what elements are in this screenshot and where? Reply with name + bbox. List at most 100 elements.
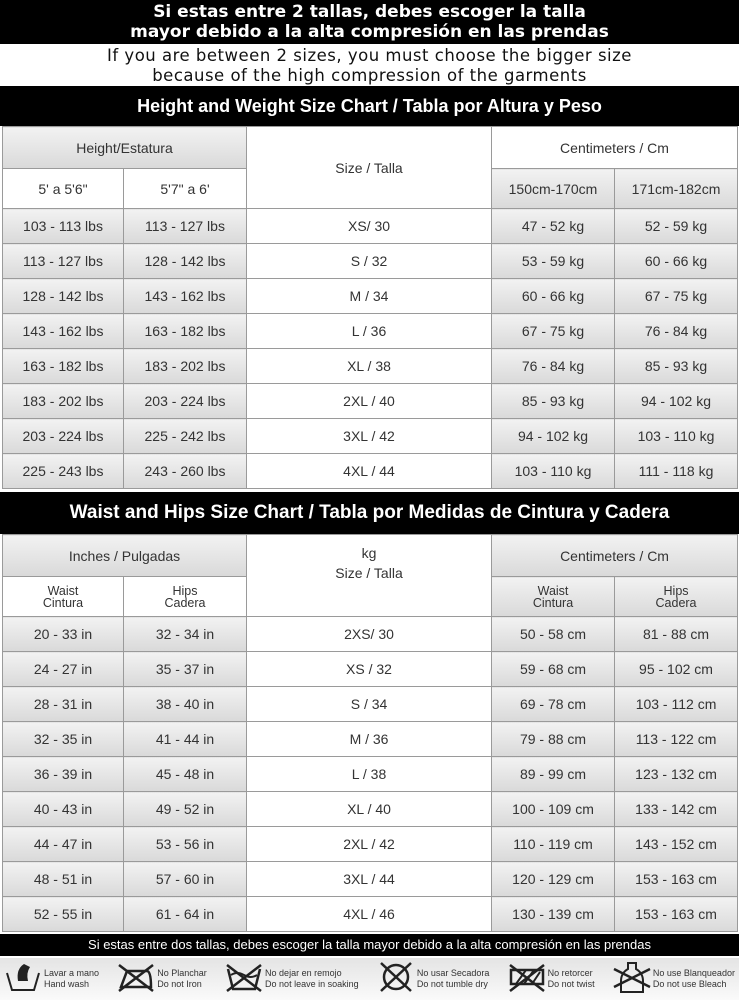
- table-cell: 3XL / 42: [246, 418, 492, 454]
- care-label: Lavar a mano Hand wash: [44, 968, 99, 990]
- table-cell: 95 - 102 cm: [614, 651, 739, 687]
- table-cell: 128 - 142 lbs: [123, 243, 247, 279]
- table-cell: 133 - 142 cm: [614, 791, 739, 827]
- table-row: 183 - 202 lbs 203 - 224 lbs 2XL / 40 85 - 9…: [2, 383, 739, 419]
- table-row: 44 - 47 in 53 - 56 in 2XL / 42 110 - 119 cm…: [2, 826, 739, 862]
- table-cell: 113 - 127 lbs: [123, 208, 247, 244]
- table-row: 113 - 127 lbs 128 - 142 lbs S / 32 53 - 59 …: [2, 243, 739, 279]
- table-cell: 20 - 33 in: [2, 616, 124, 652]
- table-cell: 67 - 75 kg: [613, 278, 739, 314]
- table-cell: M / 34: [246, 278, 492, 314]
- table-cell: 32 - 34 in: [122, 616, 248, 652]
- table-cell: 183 - 202 lbs: [2, 383, 124, 419]
- size-header: kg Size / Talla: [246, 534, 493, 617]
- table-cell: 100 - 109 cm: [491, 791, 616, 827]
- subheader: 5'7" a 6': [123, 168, 247, 209]
- subheader-line: Cintura: [42, 595, 84, 610]
- subheader: 150cm-170cm: [491, 168, 615, 209]
- table-cell: 85 - 93 kg: [491, 383, 615, 419]
- table-cell: L / 36: [246, 313, 492, 349]
- table-cell: S / 34: [246, 686, 493, 722]
- table-cell: 32 - 35 in: [2, 721, 124, 757]
- table-cell: 50 - 58 cm: [491, 616, 616, 652]
- table-cell: 67 - 75 kg: [491, 313, 615, 349]
- care-label-en: Do not use Bleach: [652, 979, 727, 989]
- subheader-line: Waist: [47, 583, 79, 598]
- table-cell: 52 - 59 kg: [613, 208, 739, 244]
- care-label-es: No Planchar: [157, 968, 207, 978]
- table-cell: 2XL / 40: [246, 383, 492, 419]
- table-cell: 85 - 93 kg: [613, 348, 739, 384]
- table-cell: 163 - 182 lbs: [2, 348, 124, 384]
- care-label-en: Do not tumble dry: [416, 979, 488, 989]
- table-cell: 143 - 152 cm: [614, 826, 739, 862]
- table-cell: 128 - 142 lbs: [2, 278, 124, 314]
- care-item: No use Blanqueador Do not use Bleach: [613, 961, 735, 997]
- care-item: No retorcer Do not twist: [508, 961, 595, 997]
- table-cell: 94 - 102 kg: [613, 383, 739, 419]
- subheader: Waist Cintura: [491, 576, 616, 617]
- table-cell: 48 - 51 in: [2, 861, 124, 897]
- care-item: No Planchar Do not Iron: [117, 961, 207, 997]
- notice-line: because of the high compression of the g…: [152, 66, 587, 85]
- table-cell: 35 - 37 in: [122, 651, 248, 687]
- table-cell: 76 - 84 kg: [491, 348, 615, 384]
- care-label: No retorcer Do not twist: [548, 968, 595, 990]
- subheader-line: Cintura: [532, 595, 574, 610]
- subheader: 5' a 5'6": [2, 168, 124, 209]
- table-cell: 45 - 48 in: [122, 756, 248, 792]
- centimeters-header: Centimeters / Cm: [490, 126, 739, 169]
- table-row: 32 - 35 in 41 - 44 in M / 36 79 - 88 cm 113 …: [2, 721, 739, 757]
- table-cell: 53 - 56 in: [122, 826, 248, 862]
- care-label-es: No use Blanqueador: [652, 968, 735, 978]
- table-row: 163 - 182 lbs 183 - 202 lbs XL / 38 76 - 84…: [2, 348, 739, 384]
- table-cell: 143 - 162 lbs: [123, 278, 247, 314]
- table-cell: 2XL / 42: [246, 826, 493, 862]
- care-label-en: Do not twist: [547, 979, 595, 989]
- table-cell: 4XL / 44: [246, 453, 492, 489]
- table-cell: 89 - 99 cm: [491, 756, 616, 792]
- care-label: No Planchar Do not Iron: [157, 968, 207, 990]
- care-instructions: Lavar a mano Hand wash No Planchar Do not I…: [0, 958, 739, 1000]
- waist-hips-table: Inches / Pulgadas kg Size / Talla Centim…: [1, 534, 739, 932]
- table-cell: XL / 38: [246, 348, 492, 384]
- table-cell: 103 - 110 kg: [491, 453, 615, 489]
- table-cell: 49 - 52 in: [122, 791, 248, 827]
- table-cell: 52 - 55 in: [2, 896, 124, 932]
- no-wring-icon: [508, 961, 546, 997]
- table-cell: 53 - 59 kg: [491, 243, 615, 279]
- subheader: Hips Cadera: [614, 576, 739, 617]
- table-row: 24 - 27 in 35 - 37 in XS / 32 59 - 68 cm 95 …: [2, 651, 739, 687]
- table-cell: 57 - 60 in: [122, 861, 248, 897]
- table-cell: 243 - 260 lbs: [123, 453, 247, 489]
- table-cell: 120 - 129 cm: [491, 861, 616, 897]
- table-cell: 103 - 110 kg: [613, 418, 739, 454]
- table-cell: 94 - 102 kg: [491, 418, 615, 454]
- table-cell: 103 - 113 lbs: [2, 208, 124, 244]
- hand-wash-icon: [4, 961, 42, 997]
- height-weight-title: Height and Weight Size Chart / Tabla por…: [0, 86, 739, 126]
- subheader: 171cm-182cm: [613, 168, 739, 209]
- table-cell: 103 - 112 cm: [614, 686, 739, 722]
- table-cell: 143 - 162 lbs: [2, 313, 124, 349]
- table-cell: 36 - 39 in: [2, 756, 124, 792]
- table-cell: 153 - 163 cm: [614, 861, 739, 897]
- care-label-es: No retorcer: [547, 968, 593, 978]
- table-cell: 81 - 88 cm: [614, 616, 739, 652]
- table-row: 143 - 162 lbs 163 - 182 lbs L / 36 67 - 75 …: [2, 313, 739, 349]
- table-cell: 153 - 163 cm: [614, 896, 739, 932]
- care-label: No use Blanqueador Do not use Bleach: [653, 968, 735, 990]
- table-row: 203 - 224 lbs 225 - 242 lbs 3XL / 42 94 - 1…: [2, 418, 739, 454]
- care-label-es: No usar Secadora: [416, 968, 490, 978]
- table-cell: 61 - 64 in: [122, 896, 248, 932]
- table-cell: 111 - 118 kg: [613, 453, 739, 489]
- table-cell: 24 - 27 in: [2, 651, 124, 687]
- table-cell: XS / 32: [246, 651, 493, 687]
- table-cell: XL / 40: [246, 791, 493, 827]
- table-cell: 203 - 224 lbs: [123, 383, 247, 419]
- bottom-notice: Si estas entre dos tallas, debes escoger…: [0, 934, 739, 956]
- table-cell: 4XL / 46: [246, 896, 493, 932]
- subheader-line: Cadera: [655, 595, 697, 610]
- kg-label: kg: [361, 545, 377, 561]
- table-cell: 40 - 43 in: [2, 791, 124, 827]
